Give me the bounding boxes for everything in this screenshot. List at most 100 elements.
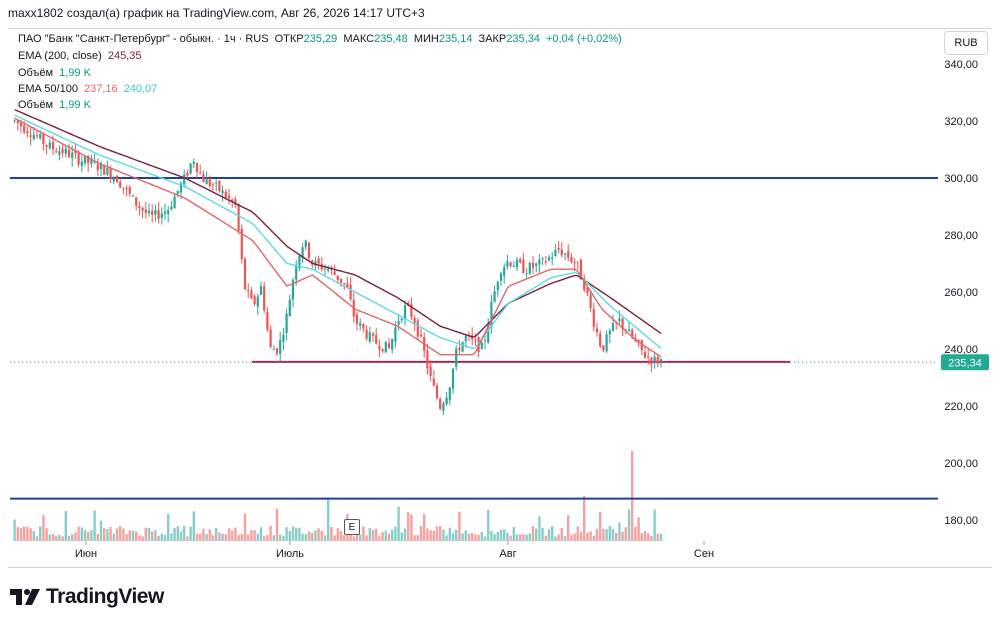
candle-body	[154, 210, 157, 215]
volume-bar	[141, 536, 144, 541]
legend-ema200-label[interactable]: EMA (200, close)	[18, 50, 102, 62]
tradingview-logo-icon	[10, 589, 40, 605]
candle-body	[151, 210, 154, 215]
volume-bar	[634, 526, 637, 541]
volume-bar	[333, 535, 336, 541]
legend-ema50100-label[interactable]: EMA 50/100	[18, 83, 78, 95]
candle-body	[557, 247, 560, 250]
volume-bar	[397, 506, 400, 541]
candle	[403, 300, 407, 326]
candle	[298, 254, 301, 272]
candle-body	[589, 294, 592, 308]
horizontal-lines[interactable]	[10, 177, 938, 500]
price-chart[interactable]: 340,00 320,00 300,00 280,00 260,00 240,00 220,…	[8, 29, 992, 567]
candle	[237, 203, 240, 235]
candle	[647, 348, 650, 365]
candle	[419, 328, 423, 338]
candle-body	[323, 268, 327, 270]
chart-area[interactable]: 340,00 320,00 300,00 280,00 260,00 240,00 220,…	[8, 28, 992, 568]
volume-bar	[624, 527, 627, 541]
candle-body	[250, 290, 253, 299]
volume-bar	[410, 514, 413, 541]
footer-brand[interactable]: TradingView	[10, 585, 164, 609]
legend-close: 235,34	[506, 33, 540, 45]
candle-body	[167, 210, 170, 214]
candle-body	[13, 120, 16, 122]
volume-bar	[589, 531, 592, 541]
volume-bar	[368, 528, 371, 541]
volume-bar	[51, 533, 55, 541]
volume-bar	[205, 533, 208, 541]
legend-volume2-row[interactable]: Объём 1,99 K	[18, 99, 94, 111]
candle-body	[256, 296, 259, 307]
candle	[442, 401, 445, 416]
candle-body	[439, 398, 442, 409]
candle	[563, 252, 567, 261]
volume-bar	[487, 509, 490, 541]
candle-body	[368, 332, 371, 342]
volume-bar	[80, 527, 83, 541]
volume-bar	[461, 533, 464, 541]
volume-bar	[371, 529, 375, 541]
candle	[448, 386, 451, 406]
ema50-line	[14, 117, 662, 358]
volume-bar	[631, 451, 634, 541]
candle	[535, 262, 538, 273]
candle	[83, 156, 87, 167]
volume-bar	[259, 527, 263, 541]
candle-body	[307, 242, 311, 259]
currency-button[interactable]: RUB	[944, 31, 988, 55]
candle	[119, 178, 122, 189]
candle-body	[55, 151, 58, 153]
candle-body	[131, 195, 135, 197]
candle	[317, 255, 320, 270]
volume-bar	[554, 536, 557, 541]
volume-bar	[317, 528, 320, 541]
candle-body	[301, 247, 304, 259]
legend-volume1-row[interactable]: Объём 1,99 K	[18, 67, 94, 79]
legend-volume1-label[interactable]: Объём	[18, 67, 54, 79]
volume-bar	[189, 526, 192, 541]
candle-body	[605, 334, 608, 352]
legend-volume2-label[interactable]: Объём	[18, 99, 54, 111]
volume-bar	[407, 512, 410, 541]
legend-open: 235,29	[303, 33, 338, 45]
legend-symbol-row[interactable]: ПАО "Банк "Санкт-Петербург" - обыкн. · 1…	[18, 33, 625, 45]
legend-ema50100-row[interactable]: EMA 50/100 237,16 240,07	[18, 83, 160, 95]
x-tick-label: Авг	[499, 548, 516, 560]
candle	[355, 311, 359, 331]
candle-body	[381, 348, 384, 352]
volume-bar	[355, 532, 359, 541]
candle	[304, 239, 307, 251]
candle-body	[314, 260, 317, 266]
candle-body	[611, 323, 615, 331]
candle	[439, 396, 442, 411]
candle	[490, 294, 493, 334]
candle-body	[365, 329, 368, 339]
earnings-event-marker[interactable]: E	[344, 519, 360, 535]
candle	[64, 144, 67, 158]
volume-bar	[503, 529, 506, 541]
candle-body	[58, 151, 61, 155]
volume-bar	[151, 531, 154, 541]
volume-bar	[135, 531, 138, 541]
candle-body	[586, 287, 589, 294]
candle-body	[547, 257, 551, 261]
volume-bar	[58, 534, 61, 541]
candle	[240, 224, 243, 264]
volume-bar	[13, 519, 16, 541]
candle	[515, 256, 519, 272]
volume-bar	[656, 533, 659, 541]
legend-ema200-row[interactable]: EMA (200, close) 245,35	[18, 50, 144, 62]
candle-body	[144, 209, 147, 213]
volume-bar	[291, 526, 295, 541]
volume-bar	[659, 533, 663, 541]
candle-body	[394, 327, 397, 342]
candle-body	[160, 213, 163, 218]
volume-bar	[467, 533, 471, 541]
legend-symbol[interactable]: ПАО "Банк "Санкт-Петербург" - обыкн. · 1…	[18, 33, 269, 45]
candle	[144, 201, 147, 219]
volume-bar	[215, 528, 218, 541]
candle	[173, 193, 176, 209]
volume-bar	[211, 535, 215, 541]
